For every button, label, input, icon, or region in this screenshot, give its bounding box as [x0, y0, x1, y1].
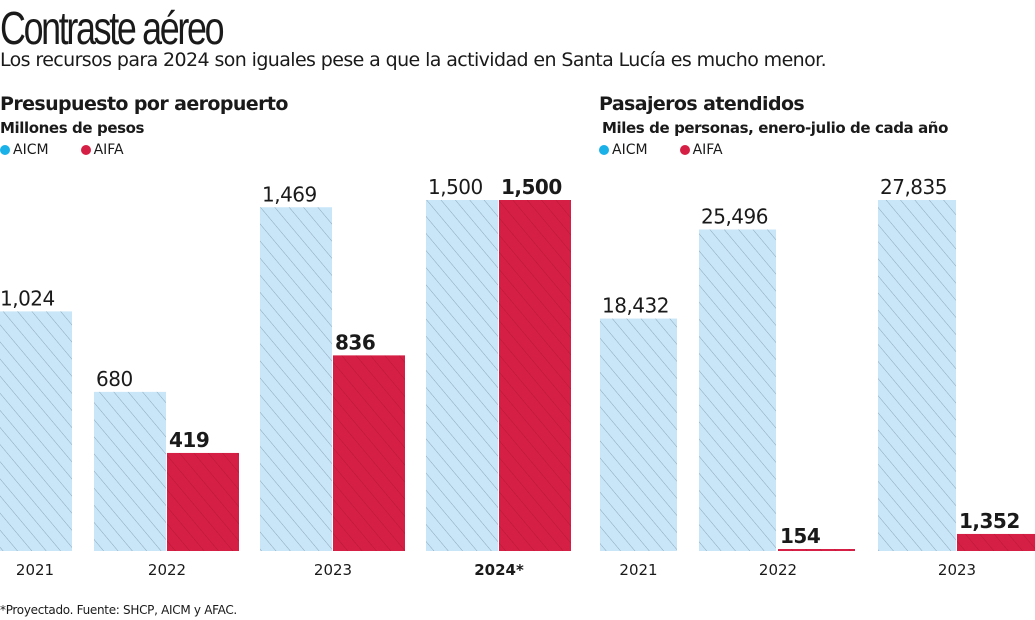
bar-aicm: [94, 391, 166, 551]
aicm-dot-icon: [599, 145, 609, 155]
legend-label: AIFA: [692, 142, 723, 158]
data-label-aicm: 18,432: [602, 294, 669, 318]
data-label-aicm: 27,835: [880, 175, 947, 199]
category-label: 2021: [619, 561, 657, 579]
legend-item-aicm: AICM: [599, 142, 648, 158]
bar-aicm: [878, 200, 956, 551]
chart1-title: Presupuesto por aeropuerto: [0, 93, 288, 115]
bar-aifa: [333, 355, 405, 551]
data-label-aicm: 1,500: [428, 175, 483, 199]
footnote: *Proyectado. Fuente: SHCP, AICM y AFAC.: [0, 603, 237, 617]
legend-label: AIFA: [93, 142, 124, 158]
chart2-bars: 18,432 2021 25,496 154 2022 27,835 1,352 2023: [600, 175, 1035, 579]
bar-aicm: [426, 200, 498, 551]
bar-aicm: [260, 207, 332, 551]
legend-item-aicm: AICM: [0, 142, 49, 158]
legend-label: AICM: [612, 142, 648, 158]
category-label: 2022: [759, 561, 797, 579]
chart2-unit: Miles de personas, enero-julio de cada a…: [602, 119, 948, 137]
chart2-title: Pasajeros atendidos: [599, 93, 805, 115]
category-label: 2023: [314, 561, 352, 579]
legend-label: AICM: [13, 142, 49, 158]
legend-item-aifa: AIFA: [679, 142, 723, 158]
data-label-aifa: 154: [780, 524, 820, 548]
bar-aifa: [957, 533, 1035, 551]
data-label-aicm: 680: [96, 367, 133, 391]
data-label-aifa: 1,352: [959, 509, 1020, 533]
chart2-legend: AICM AIFA: [599, 142, 723, 158]
bar-aifa: [499, 200, 571, 551]
chart1-legend: AICM AIFA: [0, 142, 124, 158]
data-label-aifa: 1,500: [501, 175, 562, 199]
bar-aifa: [167, 452, 239, 551]
data-label-aicm: 1,024: [0, 286, 55, 310]
category-label: 2021: [16, 561, 54, 579]
legend-item-aifa: AIFA: [80, 142, 124, 158]
bar-aifa: [778, 549, 855, 551]
category-label: 2024*: [474, 561, 524, 579]
data-label-aifa: 419: [169, 428, 209, 452]
page-subtitle: Los recursos para 2024 son iguales pese …: [0, 49, 827, 71]
chart1-bars: 1,024 2021 680 419 2022 1,469 836 2023 1,500 1,50…: [0, 175, 571, 579]
chart1-unit: Millones de pesos: [0, 119, 145, 137]
page-title: Contraste aéreo: [0, 2, 225, 54]
category-label: 2023: [938, 561, 976, 579]
bar-aicm: [699, 229, 776, 551]
category-label: 2022: [148, 561, 186, 579]
bar-aicm: [600, 318, 677, 551]
aifa-dot-icon: [679, 145, 690, 155]
aicm-dot-icon: [0, 145, 10, 155]
bar-aicm: [0, 311, 72, 551]
data-label-aifa: 836: [335, 330, 375, 354]
aifa-dot-icon: [80, 145, 91, 155]
data-label-aicm: 1,469: [262, 182, 317, 206]
data-label-aicm: 25,496: [701, 204, 768, 228]
